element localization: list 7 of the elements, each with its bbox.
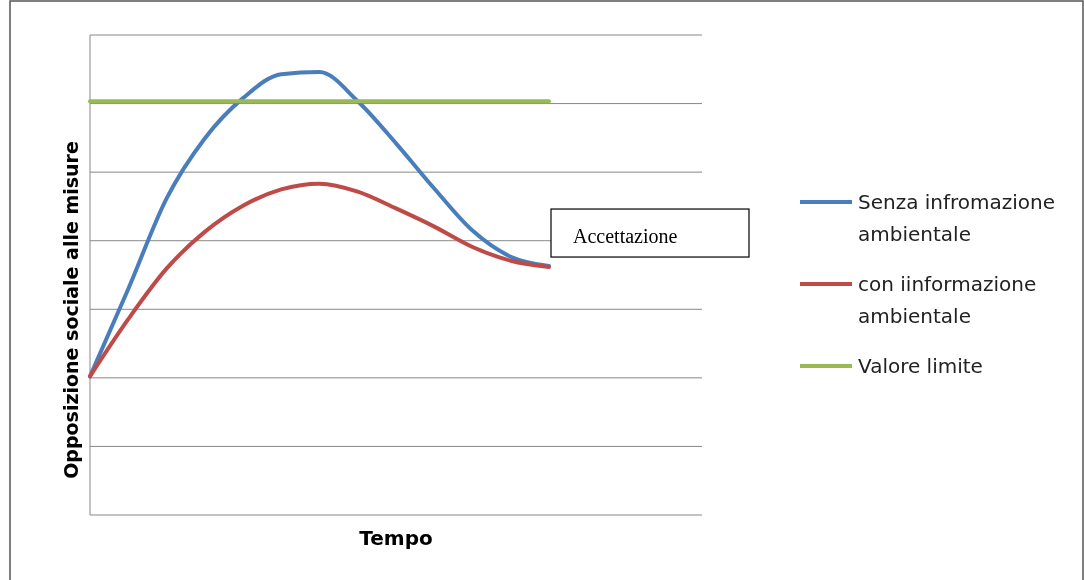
legend-label: Valore limite [858, 354, 983, 378]
annotation: Accettazione [573, 225, 678, 248]
y-axis-title: Opposizione sociale alle misure [60, 141, 82, 479]
legend-label: con iinformazione ambientale [858, 272, 1037, 328]
text-box: Accettazione [550, 208, 750, 258]
legend-label: Senza infromazione ambientale [858, 190, 1056, 246]
x-axis-title: Tempo [359, 526, 433, 550]
